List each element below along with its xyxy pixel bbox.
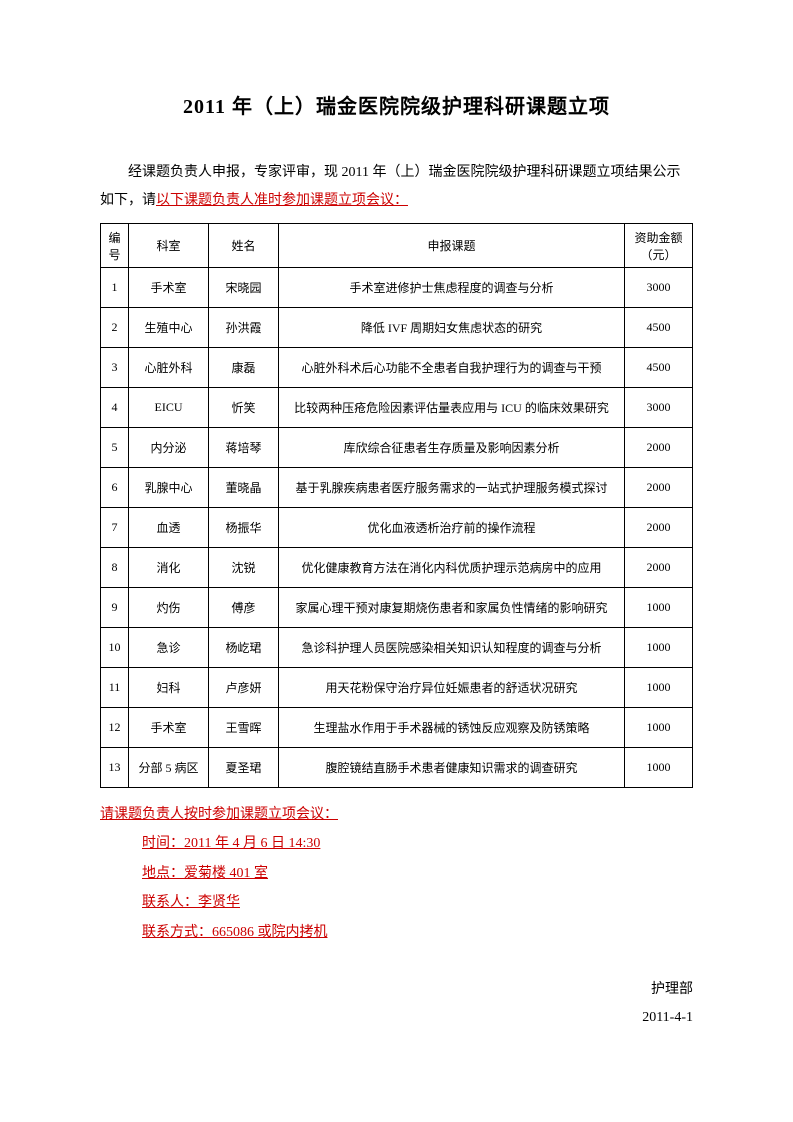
cell-amount: 4500 [625, 348, 693, 388]
cell-topic: 比较两种压疮危险因素评估量表应用与 ICU 的临床效果研究 [279, 388, 625, 428]
signature-date: 2011-4-1 [642, 1004, 693, 1032]
cell-name: 夏圣珺 [209, 748, 279, 788]
table-row: 5内分泌蒋培琴库欣综合征患者生存质量及影响因素分析2000 [101, 428, 693, 468]
cell-amount: 1000 [625, 748, 693, 788]
cell-amount: 4500 [625, 308, 693, 348]
header-topic: 申报课题 [279, 224, 625, 268]
table-row: 8消化沈锐优化健康教育方法在消化内科优质护理示范病房中的应用2000 [101, 548, 693, 588]
cell-topic: 手术室进修护士焦虑程度的调查与分析 [279, 268, 625, 308]
cell-amount: 3000 [625, 388, 693, 428]
table-row: 10急诊杨屹珺急诊科护理人员医院感染相关知识认知程度的调查与分析1000 [101, 628, 693, 668]
cell-num: 13 [101, 748, 129, 788]
cell-name: 杨振华 [209, 508, 279, 548]
notice-phone: 联系方式：665086 或院内拷机 [142, 918, 328, 947]
cell-name: 孙洪霞 [209, 308, 279, 348]
table-header-row: 编号 科室 姓名 申报课题 资助金额（元） [101, 224, 693, 268]
cell-num: 4 [101, 388, 129, 428]
notice-location: 地点：爱菊楼 401 室 [142, 859, 268, 888]
cell-amount: 1000 [625, 668, 693, 708]
cell-dept: 手术室 [129, 708, 209, 748]
cell-amount: 2000 [625, 548, 693, 588]
cell-amount: 1000 [625, 628, 693, 668]
cell-topic: 急诊科护理人员医院感染相关知识认知程度的调查与分析 [279, 628, 625, 668]
cell-amount: 1000 [625, 708, 693, 748]
cell-num: 6 [101, 468, 129, 508]
cell-name: 宋晓园 [209, 268, 279, 308]
cell-topic: 心脏外科术后心功能不全患者自我护理行为的调查与干预 [279, 348, 625, 388]
intro-paragraph: 经课题负责人申报，专家评审，现 2011 年（上）瑞金医院院级护理科研课题立项结… [100, 159, 693, 215]
cell-name: 卢彦妍 [209, 668, 279, 708]
projects-table: 编号 科室 姓名 申报课题 资助金额（元） 1手术室宋晓园手术室进修护士焦虑程度… [100, 223, 693, 788]
table-row: 6乳腺中心董晓晶基于乳腺疾病患者医疗服务需求的一站式护理服务模式探讨2000 [101, 468, 693, 508]
cell-name: 沈锐 [209, 548, 279, 588]
cell-num: 8 [101, 548, 129, 588]
cell-topic: 用天花粉保守治疗异位妊娠患者的舒适状况研究 [279, 668, 625, 708]
cell-num: 2 [101, 308, 129, 348]
cell-num: 12 [101, 708, 129, 748]
table-row: 4EICU忻笑比较两种压疮危险因素评估量表应用与 ICU 的临床效果研究3000 [101, 388, 693, 428]
cell-name: 董晓晶 [209, 468, 279, 508]
cell-topic: 腹腔镜结直肠手术患者健康知识需求的调查研究 [279, 748, 625, 788]
cell-dept: 急诊 [129, 628, 209, 668]
table-row: 9灼伤傅彦家属心理干预对康复期烧伤患者和家属负性情绪的影响研究1000 [101, 588, 693, 628]
cell-num: 5 [101, 428, 129, 468]
cell-name: 傅彦 [209, 588, 279, 628]
signature-block: 护理部 2011-4-1 [642, 976, 693, 1032]
cell-amount: 1000 [625, 588, 693, 628]
cell-topic: 生理盐水作用于手术器械的锈蚀反应观察及防锈策略 [279, 708, 625, 748]
header-name: 姓名 [209, 224, 279, 268]
cell-dept: EICU [129, 388, 209, 428]
cell-dept: 妇科 [129, 668, 209, 708]
cell-name: 王雪晖 [209, 708, 279, 748]
cell-name: 康磊 [209, 348, 279, 388]
header-num: 编号 [101, 224, 129, 268]
cell-num: 10 [101, 628, 129, 668]
cell-topic: 降低 IVF 周期妇女焦虑状态的研究 [279, 308, 625, 348]
cell-dept: 灼伤 [129, 588, 209, 628]
cell-amount: 2000 [625, 428, 693, 468]
table-row: 1手术室宋晓园手术室进修护士焦虑程度的调查与分析3000 [101, 268, 693, 308]
cell-num: 7 [101, 508, 129, 548]
cell-dept: 分部 5 病区 [129, 748, 209, 788]
table-row: 11妇科卢彦妍用天花粉保守治疗异位妊娠患者的舒适状况研究1000 [101, 668, 693, 708]
cell-num: 1 [101, 268, 129, 308]
table-row: 2生殖中心孙洪霞降低 IVF 周期妇女焦虑状态的研究4500 [101, 308, 693, 348]
header-amount: 资助金额（元） [625, 224, 693, 268]
cell-num: 3 [101, 348, 129, 388]
cell-dept: 血透 [129, 508, 209, 548]
notice-main: 请课题负责人按时参加课题立项会议： [100, 800, 338, 829]
table-row: 13分部 5 病区夏圣珺腹腔镜结直肠手术患者健康知识需求的调查研究1000 [101, 748, 693, 788]
cell-name: 蒋培琴 [209, 428, 279, 468]
cell-dept: 内分泌 [129, 428, 209, 468]
header-dept: 科室 [129, 224, 209, 268]
cell-amount: 2000 [625, 468, 693, 508]
cell-name: 杨屹珺 [209, 628, 279, 668]
notice-contact: 联系人：李贤华 [142, 888, 240, 917]
table-row: 12手术室王雪晖生理盐水作用于手术器械的锈蚀反应观察及防锈策略1000 [101, 708, 693, 748]
signature-dept: 护理部 [642, 976, 693, 1004]
cell-topic: 家属心理干预对康复期烧伤患者和家属负性情绪的影响研究 [279, 588, 625, 628]
cell-topic: 库欣综合征患者生存质量及影响因素分析 [279, 428, 625, 468]
cell-topic: 优化健康教育方法在消化内科优质护理示范病房中的应用 [279, 548, 625, 588]
table-row: 7血透杨振华优化血液透析治疗前的操作流程2000 [101, 508, 693, 548]
cell-topic: 基于乳腺疾病患者医疗服务需求的一站式护理服务模式探讨 [279, 468, 625, 508]
cell-amount: 3000 [625, 268, 693, 308]
meeting-notice: 请课题负责人按时参加课题立项会议： 时间：2011 年 4 月 6 日 14:3… [100, 800, 693, 947]
cell-dept: 乳腺中心 [129, 468, 209, 508]
cell-dept: 手术室 [129, 268, 209, 308]
notice-time: 时间：2011 年 4 月 6 日 14:30 [142, 829, 320, 858]
cell-topic: 优化血液透析治疗前的操作流程 [279, 508, 625, 548]
cell-dept: 消化 [129, 548, 209, 588]
cell-dept: 心脏外科 [129, 348, 209, 388]
intro-redlink: 以下课题负责人准时参加课题立项会议： [156, 193, 408, 208]
cell-amount: 2000 [625, 508, 693, 548]
cell-num: 9 [101, 588, 129, 628]
cell-dept: 生殖中心 [129, 308, 209, 348]
page-title: 2011 年（上）瑞金医院院级护理科研课题立项 [100, 90, 693, 119]
cell-name: 忻笑 [209, 388, 279, 428]
cell-num: 11 [101, 668, 129, 708]
table-row: 3心脏外科康磊心脏外科术后心功能不全患者自我护理行为的调查与干预4500 [101, 348, 693, 388]
